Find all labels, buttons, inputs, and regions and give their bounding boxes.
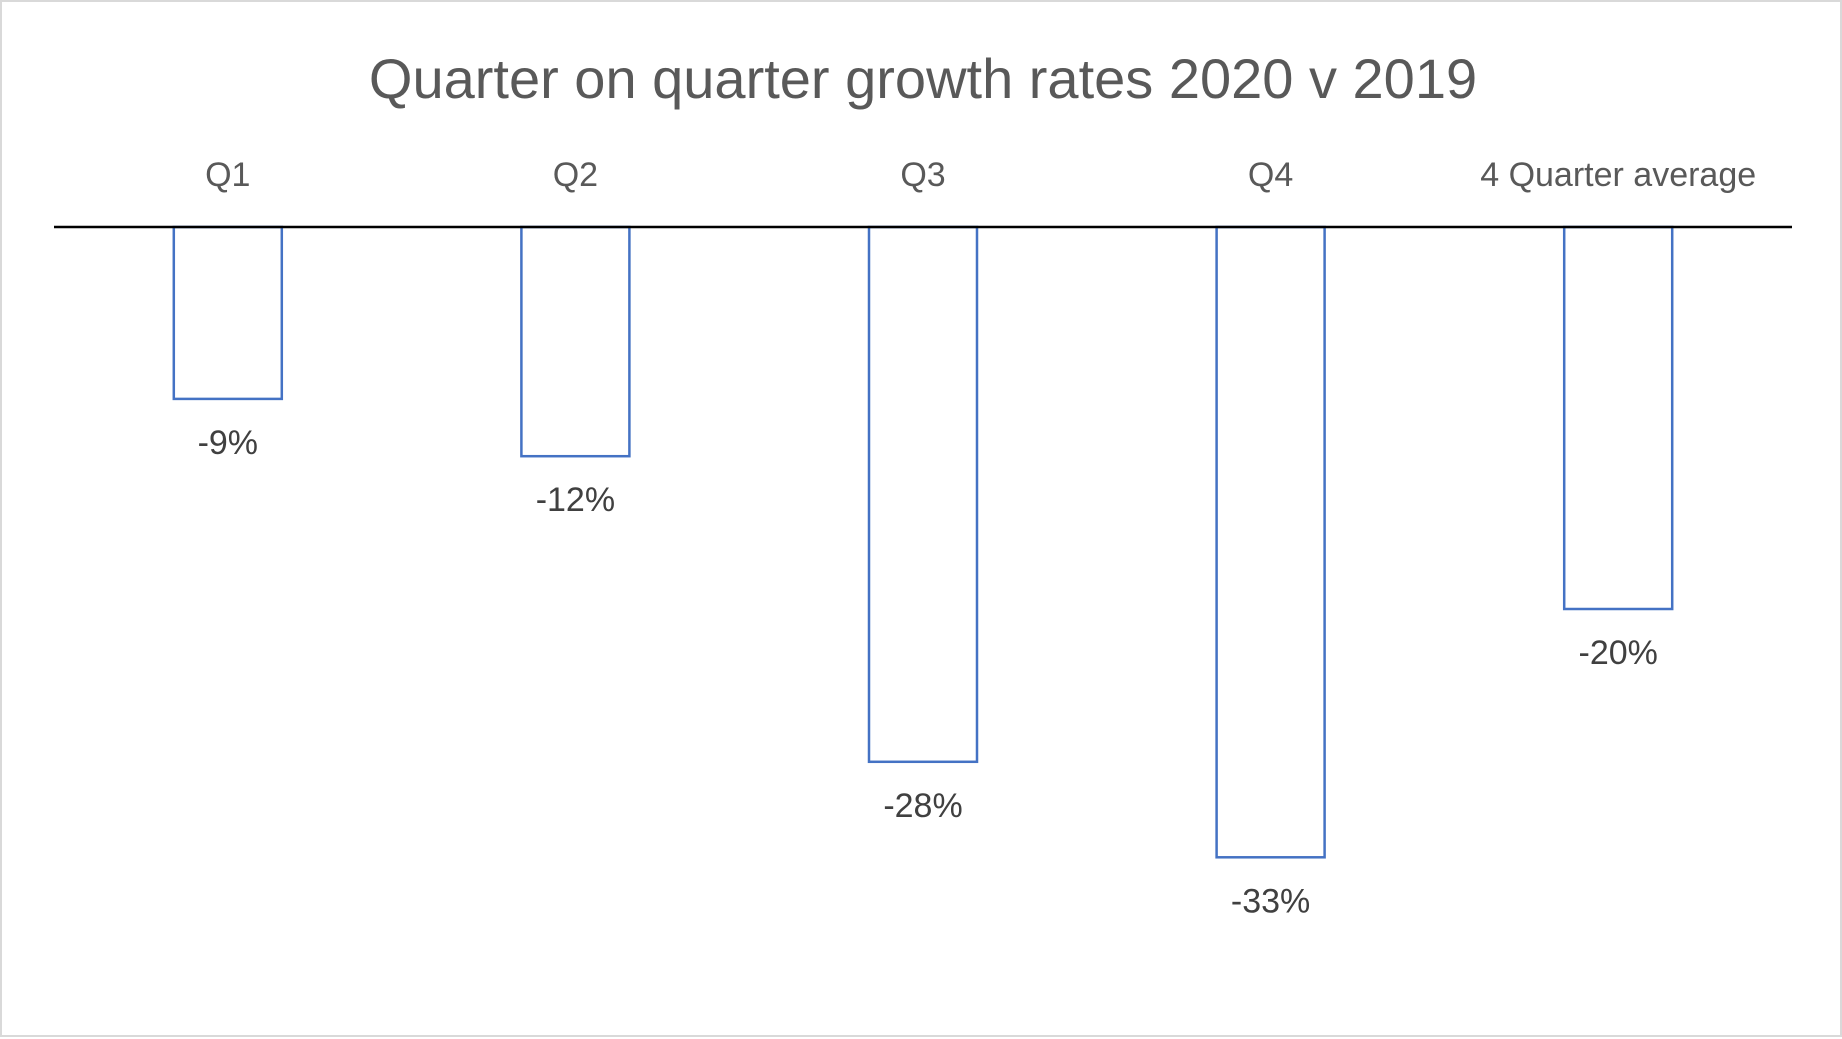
bars-layer — [172, 225, 1674, 859]
category-labels: Q1 Q2 Q3 Q4 4 Quarter average — [205, 156, 1756, 194]
bar-4-quarter-average — [1562, 225, 1674, 611]
data-label-q3: -28% — [883, 787, 962, 825]
bar-q2 — [520, 225, 631, 458]
data-label-q2: -12% — [536, 481, 615, 519]
bar-q4 — [1215, 225, 1326, 859]
bar-q3 — [867, 225, 979, 764]
category-label-q4: Q4 — [1248, 156, 1293, 194]
data-label-q4: -33% — [1231, 882, 1310, 920]
category-label-q3: Q3 — [900, 156, 945, 194]
bar-q1 — [172, 225, 284, 401]
category-label-4-quarter-average: 4 Quarter average — [1480, 156, 1756, 194]
data-labels: -9% -12% -28% -33% -20% — [198, 424, 1658, 920]
data-label-4-quarter-average: -20% — [1579, 634, 1658, 672]
data-label-q1: -9% — [198, 424, 258, 462]
category-label-q1: Q1 — [205, 156, 250, 194]
category-label-q2: Q2 — [553, 156, 598, 194]
chart-title: Quarter on quarter growth rates 2020 v 2… — [369, 47, 1477, 110]
